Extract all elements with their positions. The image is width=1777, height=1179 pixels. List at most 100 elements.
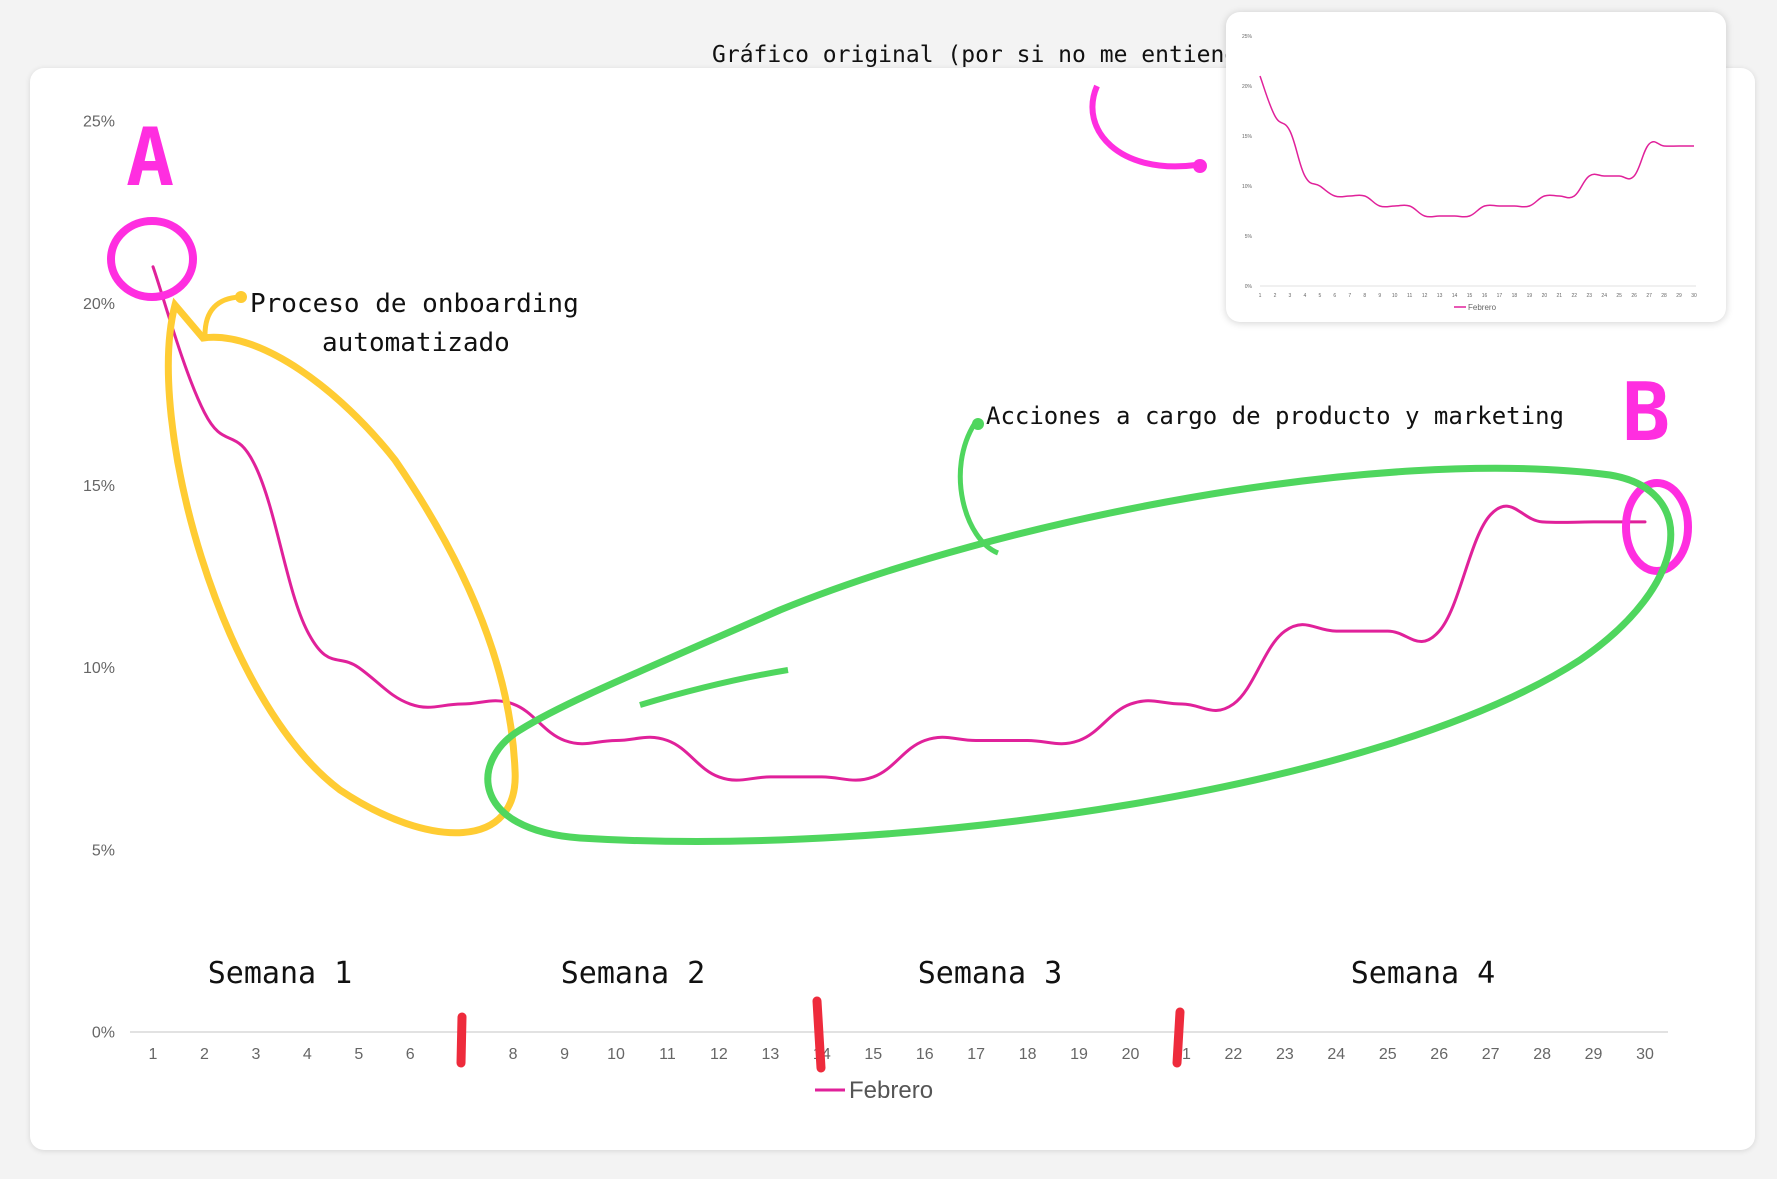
legend-label[interactable]: Febrero bbox=[849, 1077, 933, 1104]
x-tick-label: 5 bbox=[354, 1046, 363, 1063]
actions-text: Acciones a cargo de producto y marketing bbox=[986, 402, 1564, 430]
x-tick-label: 11 bbox=[659, 1046, 676, 1063]
caption-arrow-head bbox=[1193, 159, 1207, 173]
x-tick-label: 17 bbox=[967, 1046, 985, 1063]
onboarding-text-1: Proceso de onboarding bbox=[250, 289, 579, 319]
y-tick-label: 0% bbox=[92, 1025, 115, 1042]
inset-x-tick-label: 8 bbox=[1363, 293, 1366, 299]
x-tick-label: 10 bbox=[607, 1046, 625, 1063]
x-tick-label: 29 bbox=[1585, 1046, 1603, 1063]
actions-arrow-head bbox=[972, 418, 984, 430]
inset-x-tick-label: 28 bbox=[1661, 293, 1667, 299]
week-3-label: Semana 3 bbox=[918, 956, 1063, 991]
onboarding-text-2: automatizado bbox=[322, 328, 510, 358]
x-tick-label: 25 bbox=[1379, 1046, 1397, 1063]
inset-y-tick-label: 5% bbox=[1245, 234, 1253, 240]
x-tick-label: 16 bbox=[916, 1046, 934, 1063]
caption-arrow bbox=[1089, 84, 1197, 170]
label-a: A bbox=[126, 111, 174, 204]
inset-x-tick-label: 7 bbox=[1348, 293, 1351, 299]
inset-x-tick-label: 20 bbox=[1542, 293, 1548, 299]
x-tick-label: 12 bbox=[710, 1046, 728, 1063]
x-tick-label: 9 bbox=[560, 1046, 569, 1063]
inset-x-tick-label: 24 bbox=[1601, 293, 1607, 299]
inset-x-tick-label: 26 bbox=[1631, 293, 1637, 299]
inset-x-tick-label: 4 bbox=[1304, 293, 1307, 299]
inset-x-tick-label: 11 bbox=[1407, 293, 1412, 299]
inset-x-tick-label: 2 bbox=[1274, 293, 1277, 299]
inset-legend-label: Febrero bbox=[1468, 303, 1497, 312]
x-tick-label: 6 bbox=[406, 1046, 415, 1063]
actions-arrow bbox=[957, 421, 1000, 556]
series-line-febrero bbox=[151, 265, 1647, 782]
inset-x-tick-label: 17 bbox=[1497, 293, 1503, 299]
week-1-label: Semana 1 bbox=[208, 956, 353, 991]
inset-y-tick-label: 20% bbox=[1242, 84, 1253, 90]
inset-x-tick-label: 19 bbox=[1527, 293, 1533, 299]
x-tick-label: 1 bbox=[149, 1046, 158, 1063]
x-tick-label: 18 bbox=[1019, 1046, 1037, 1063]
inset-x-tick-label: 16 bbox=[1482, 293, 1488, 299]
inset-x-tick-label: 22 bbox=[1571, 293, 1577, 299]
inset-x-tick-label: 6 bbox=[1333, 293, 1336, 299]
week-2-label: Semana 2 bbox=[561, 956, 706, 991]
x-axis: 1234567891011121314151617181920212223242… bbox=[149, 1046, 1654, 1063]
x-tick-label: 8 bbox=[509, 1046, 518, 1063]
y-tick-label: 15% bbox=[83, 478, 115, 495]
x-tick-label: 2 bbox=[200, 1046, 209, 1063]
x-tick-label: 20 bbox=[1122, 1046, 1140, 1063]
inset-x-tick-label: 5 bbox=[1318, 293, 1321, 299]
inset-x-tick-label: 15 bbox=[1467, 293, 1473, 299]
legend: Febrero bbox=[815, 1077, 933, 1104]
x-tick-label: 28 bbox=[1533, 1046, 1551, 1063]
y-tick-label: 20% bbox=[83, 296, 115, 313]
original-chart-inset: 0% 5% 10% 15% 20% 25% 1 2 3 4 5 6 7 8 9 10 11 12 13 14 15 16… bbox=[1226, 12, 1726, 322]
x-tick-label: 13 bbox=[761, 1046, 779, 1063]
y-tick-label: 25% bbox=[83, 114, 115, 131]
x-tick-label: 4 bbox=[303, 1046, 312, 1063]
inset-x-tick-label: 30 bbox=[1691, 293, 1697, 299]
inset-x-tick-label: 3 bbox=[1289, 293, 1292, 299]
onboarding-arrow-head bbox=[235, 291, 247, 303]
inset-line-chart: 0%5%10%15%20%25% 1 2 3 4 5 6 7 8 9 10 11 12 13 14 15 16… bbox=[1242, 34, 1697, 312]
annotation-overlay: A B Proceso de onboarding automatizado A… bbox=[107, 42, 1692, 1073]
inset-x-tick-label: 21 bbox=[1557, 293, 1563, 299]
inset-x-axis: 1 2 3 4 5 6 7 8 9 10 11 12 13 14 15 16 17 18 19 20 21 22 23 24 2… bbox=[1259, 293, 1697, 299]
x-tick-label: 22 bbox=[1225, 1046, 1243, 1063]
week-separator-1 bbox=[456, 1012, 467, 1068]
inset-x-tick-label: 12 bbox=[1422, 293, 1428, 299]
circle-b bbox=[1622, 479, 1692, 575]
x-tick-label: 23 bbox=[1276, 1046, 1294, 1063]
inset-x-tick-label: 9 bbox=[1378, 293, 1381, 299]
inset-y-tick-label: 15% bbox=[1242, 134, 1253, 140]
x-tick-label: 24 bbox=[1327, 1046, 1345, 1063]
inset-x-tick-label: 18 bbox=[1512, 293, 1518, 299]
inset-y-tick-label: 0% bbox=[1245, 284, 1253, 290]
inset-y-tick-label: 25% bbox=[1242, 34, 1253, 40]
circle-a bbox=[107, 217, 197, 301]
week-separator-3 bbox=[1172, 1007, 1185, 1068]
y-axis: 0% 5% 10% 15% 20% 25% bbox=[83, 114, 115, 1042]
inset-y-tick-label: 10% bbox=[1242, 184, 1253, 190]
inset-x-tick-label: 13 bbox=[1437, 293, 1443, 299]
inset-x-tick-label: 23 bbox=[1586, 293, 1592, 299]
inset-y-axis: 0% 5% 10% 15% 20% 25% bbox=[1242, 34, 1253, 290]
x-tick-label: 3 bbox=[251, 1046, 260, 1063]
actions-loop bbox=[484, 464, 1675, 845]
week-separator-2 bbox=[812, 996, 826, 1073]
actions-stroke bbox=[639, 667, 789, 708]
inset-x-tick-label: 27 bbox=[1646, 293, 1652, 299]
x-tick-label: 27 bbox=[1482, 1046, 1500, 1063]
inset-x-tick-label: 1 bbox=[1259, 293, 1262, 299]
inset-x-tick-label: 14 bbox=[1452, 293, 1458, 299]
x-tick-label: 15 bbox=[864, 1046, 882, 1063]
inset-x-tick-label: 29 bbox=[1676, 293, 1682, 299]
inset-series-line bbox=[1259, 75, 1694, 218]
original-caption: Gráfico original (por si no me entiendes… bbox=[712, 42, 1280, 68]
label-b: B bbox=[1622, 366, 1670, 459]
y-tick-label: 10% bbox=[83, 660, 115, 677]
inset-x-tick-label: 10 bbox=[1392, 293, 1398, 299]
x-tick-label: 30 bbox=[1636, 1046, 1654, 1063]
x-tick-label: 19 bbox=[1070, 1046, 1088, 1063]
